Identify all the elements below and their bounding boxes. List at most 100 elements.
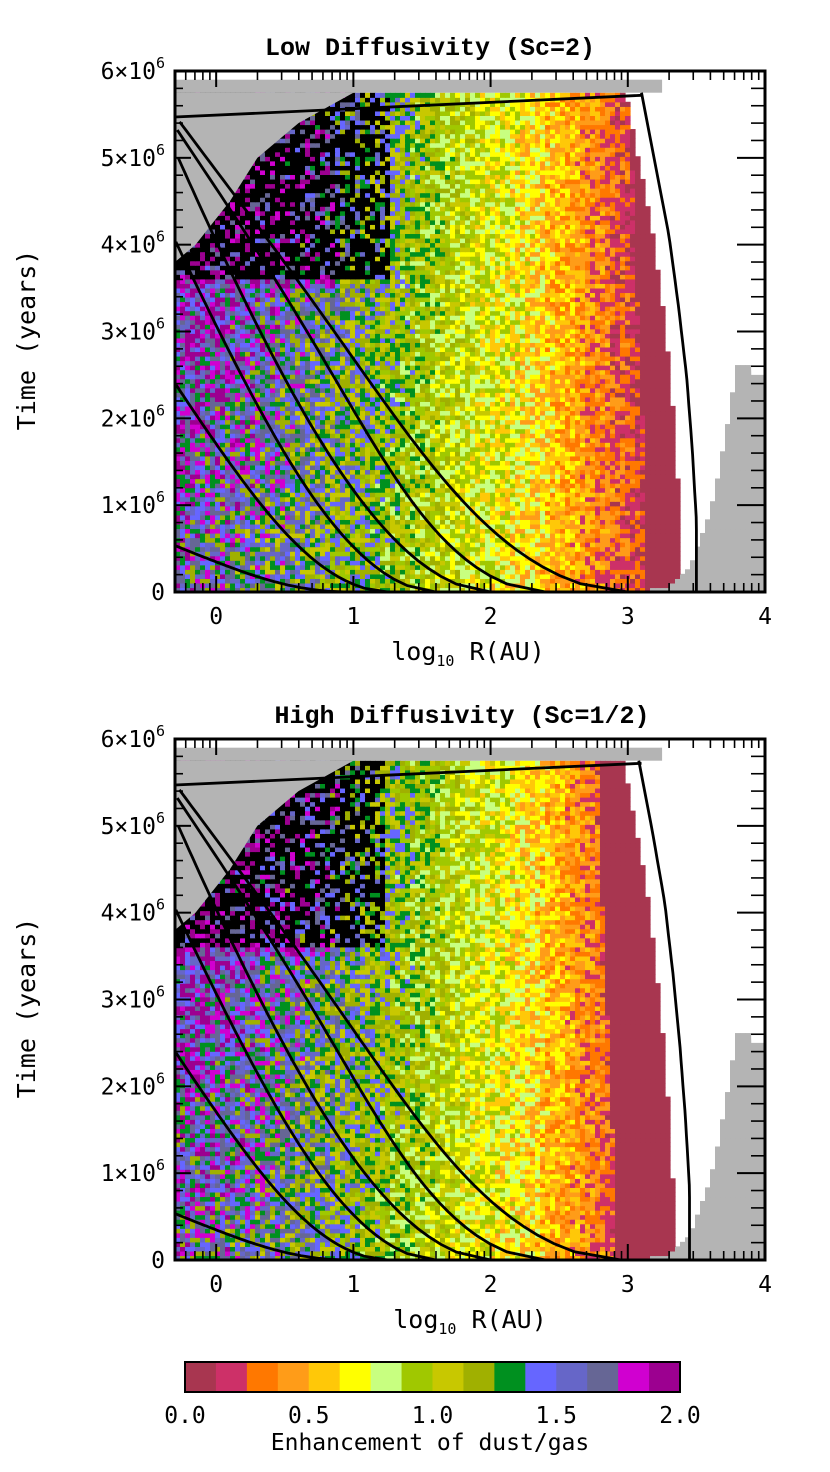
heat-cell <box>185 460 191 466</box>
heat-cell <box>375 473 381 480</box>
heat-cell <box>245 582 251 589</box>
heat-cell <box>300 569 306 575</box>
heat-cell <box>380 424 386 430</box>
heat-cell <box>485 578 491 584</box>
heat-cell <box>525 451 531 457</box>
heat-cell <box>380 487 386 493</box>
heat-cell <box>520 501 526 507</box>
heat-cell <box>210 546 216 552</box>
heat-cell <box>745 523 751 530</box>
panel1-heatmap <box>175 71 766 593</box>
heat-cell <box>495 446 501 452</box>
heat-cell <box>615 478 621 484</box>
heat-cell <box>565 560 571 566</box>
heat-cell <box>735 569 741 575</box>
heat-cell <box>510 523 516 530</box>
heat-cell <box>635 437 641 443</box>
heat-cell <box>410 578 416 584</box>
heat-cell <box>645 564 651 570</box>
heat-cell <box>440 410 446 416</box>
heat-cell <box>350 501 356 507</box>
heat-cell <box>505 419 511 425</box>
heat-cell <box>310 560 316 566</box>
heat-cell <box>330 560 336 566</box>
heat-cell <box>590 514 596 520</box>
heat-cell <box>500 496 506 502</box>
heat-cell <box>490 582 496 589</box>
heat-cell <box>530 473 536 480</box>
heat-cell <box>510 478 516 484</box>
heat-cell <box>405 578 411 584</box>
heat-cell <box>565 528 571 534</box>
heat-cell <box>350 460 356 466</box>
heat-cell <box>295 537 301 543</box>
heat-cell <box>405 428 411 434</box>
heat-cell <box>210 505 216 511</box>
heat-cell <box>570 424 576 430</box>
heat-cell <box>470 433 476 439</box>
heat-cell <box>540 469 546 475</box>
heat-cell <box>600 410 606 416</box>
heat-cell <box>600 528 606 534</box>
heat-cell <box>230 587 236 593</box>
heat-cell <box>445 451 451 457</box>
heat-cell <box>360 483 366 489</box>
heat-cell <box>350 523 356 530</box>
heat-cell <box>290 405 296 412</box>
heat-cell <box>240 578 246 584</box>
heat-cell <box>255 455 261 461</box>
heat-cell <box>330 410 336 416</box>
heat-cell <box>470 469 476 475</box>
heat-cell <box>615 569 621 575</box>
heat-cell <box>590 496 596 502</box>
heat-cell <box>250 510 256 516</box>
heat-cell <box>240 455 246 461</box>
heat-cell <box>610 519 616 525</box>
heat-cell <box>650 573 656 579</box>
heat-cell <box>360 578 366 584</box>
heat-cell <box>335 451 341 457</box>
heat-cell <box>510 514 516 520</box>
heat-cell <box>220 478 226 484</box>
heat-cell <box>470 532 476 539</box>
heat-cell <box>605 537 611 543</box>
heat-cell <box>310 419 316 425</box>
heat-cell <box>195 433 201 439</box>
heat-cell <box>550 419 556 425</box>
heat-cell <box>615 514 621 520</box>
heat-cell <box>185 387 191 393</box>
heat-cell <box>675 546 681 552</box>
heat-cell <box>430 483 436 489</box>
heat-cell <box>755 424 761 430</box>
heat-cell <box>730 532 736 539</box>
heat-cell <box>615 505 621 511</box>
heat-cell <box>345 519 351 525</box>
heat-cell <box>585 401 591 407</box>
heat-cell <box>600 587 606 593</box>
heat-cell <box>625 519 631 525</box>
heat-cell <box>215 414 221 421</box>
heat-cell <box>710 564 716 570</box>
heat-cell <box>635 424 641 430</box>
heat-cell <box>455 528 461 534</box>
heat-cell <box>195 419 201 425</box>
heat-cell <box>535 405 541 412</box>
heat-cell <box>220 496 226 502</box>
heat-cell <box>200 501 206 507</box>
heat-cell <box>405 414 411 421</box>
heat-cell <box>640 473 646 480</box>
heat-cell <box>745 582 751 589</box>
heat-cell <box>245 560 251 566</box>
heat-cell <box>740 501 746 507</box>
heat-cell <box>460 392 466 398</box>
heat-cell <box>465 401 471 407</box>
heat-cell <box>270 546 276 552</box>
heat-cell <box>560 455 566 461</box>
heat-cell <box>510 410 516 416</box>
heat-cell <box>230 446 236 452</box>
heat-cell <box>315 478 321 484</box>
heat-cell <box>210 446 216 452</box>
heat-cell <box>610 523 616 530</box>
heat-cell <box>365 483 371 489</box>
heat-cell <box>420 469 426 475</box>
